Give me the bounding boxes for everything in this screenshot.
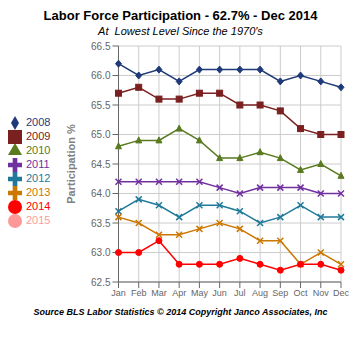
html-text:2010: 2010 [26,143,51,156]
html-text:2012: 2012 [26,172,51,184]
svg-text:Participation %: Participation % [65,124,77,204]
html-text:2015: 2015 [26,214,51,227]
svg-text:Jun: Jun [212,288,227,298]
svg-text:Jul: Jul [234,288,246,298]
html-text:Source BLS Labor Statistics ©: Source BLS Labor Statistics © 2014 Copyr… [33,307,328,317]
svg-text:64.0: 64.0 [91,188,111,199]
svg-text:Nov: Nov [313,288,330,298]
svg-text:Sep: Sep [272,288,288,298]
html-text:At Lowest Level Since the 1970: At Lowest Level Since the 1970's [98,25,263,37]
svg-text:64.5: 64.5 [91,159,111,170]
html-text:2011: 2011 [26,157,50,170]
html-text:2013: 2013 [26,186,51,199]
svg-text:66.0: 66.0 [91,70,111,81]
svg-text:65.5: 65.5 [91,100,111,111]
svg-text:Oct: Oct [294,288,309,298]
svg-text:Aug: Aug [252,288,268,298]
svg-text:66.5: 66.5 [91,41,111,52]
html-text:2009: 2009 [26,129,51,142]
svg-text:63.5: 63.5 [91,218,111,229]
svg-text:62.5: 62.5 [91,277,111,288]
svg-text:Feb: Feb [131,288,147,298]
html-text:2008: 2008 [26,115,51,128]
svg-text:Jan: Jan [111,288,126,298]
html-text:Labor Force Participation - 62: Labor Force Participation - 62.7% - Dec … [43,8,318,23]
svg-text:May: May [191,288,209,298]
svg-text:65.0: 65.0 [91,129,111,140]
svg-text:Apr: Apr [172,288,186,298]
svg-text:Dec: Dec [333,288,350,298]
svg-text:63.0: 63.0 [91,247,111,258]
html-text:2014: 2014 [26,200,51,213]
svg-text:Mar: Mar [151,288,167,298]
